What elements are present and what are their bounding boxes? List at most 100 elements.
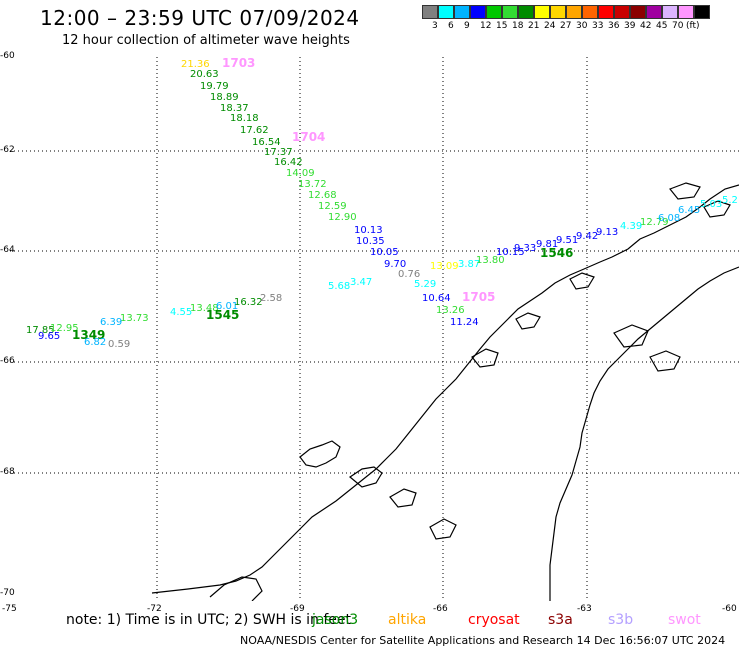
wave-height-label: 0.59 (108, 339, 130, 350)
wave-height-label: 9.42 (576, 231, 598, 242)
time-label: 1704 (292, 130, 325, 144)
wave-height-label: 3.47 (350, 277, 372, 288)
wave-height-label: 12.68 (308, 190, 337, 201)
legend-swatch (502, 5, 518, 19)
wave-height-label: 5.2 (722, 195, 738, 206)
wave-height-label: 9.33 (514, 243, 536, 254)
legend-swatch (630, 5, 646, 19)
legend-label: 36 (608, 21, 620, 31)
legend-swatch (614, 5, 630, 19)
wave-height-label: 4.55 (170, 307, 192, 318)
wave-height-label: 12.59 (318, 201, 347, 212)
mission-altika: altika (388, 612, 427, 628)
wave-height-label: 13.26 (436, 305, 465, 316)
wave-height-label: 14.09 (286, 168, 315, 179)
time-label: 1545 (206, 308, 239, 322)
lon-label: -63 (577, 604, 592, 614)
time-label: 1705 (462, 290, 495, 304)
wave-height-map: 21.36 170320.6319.7918.8918.3718.1817.621… (10, 57, 739, 601)
mission-cryosat: cryosat (468, 612, 520, 628)
observation-labels: 21.36 170320.6319.7918.8918.3718.1817.621… (26, 57, 738, 350)
wave-height-label: 20.63 (190, 69, 219, 80)
wave-height-label: 10.64 (422, 293, 451, 304)
wave-height-label: 12.79 (640, 217, 669, 228)
wave-height-label: 9.13 (596, 227, 618, 238)
wave-height-label: 16.54 (252, 137, 281, 148)
lon-label: -72 (147, 604, 162, 614)
island (429, 518, 457, 540)
lat-label: -68 (0, 467, 15, 477)
legend-label: 18 (512, 21, 524, 31)
wave-height-label: 5.03 (700, 199, 722, 210)
legend-labels: 3 6 9 12 15 18 21 24 27 30 33 36 39 42 45 70 (ft) (422, 19, 740, 31)
lat-label: -62 (0, 145, 15, 155)
wave-height-label: 12.95 (50, 323, 79, 334)
wave-height-label: 18.37 (220, 103, 249, 114)
mission-swot: swot (668, 612, 701, 628)
island (389, 488, 417, 508)
credit-line: NOAA/NESDIS Center for Satellite Applica… (240, 634, 726, 647)
wave-height-label: 11.24 (450, 317, 479, 328)
wave-height-label: 13.73 (120, 313, 149, 324)
legend-label: 3 (432, 21, 438, 31)
legend-swatch (694, 5, 710, 19)
map-title: 12:00 – 23:59 UTC 07/09/2024 (40, 6, 360, 30)
island (649, 350, 681, 372)
wave-height-label: 9.81 (536, 239, 558, 250)
legend-swatch (454, 5, 470, 19)
wave-height-label: 10.05 (370, 247, 399, 258)
wave-height-label: 17.62 (240, 125, 269, 136)
legend-swatch (598, 5, 614, 19)
wave-height-label: 3.87 (458, 259, 480, 270)
time-label: 1546 (540, 246, 573, 260)
island (669, 182, 701, 200)
wave-height-label: 6.39 (100, 317, 122, 328)
peninsula-east-coast (549, 266, 739, 601)
wave-height-label: 10.35 (356, 236, 385, 247)
plot-frame (11, 58, 739, 601)
island (471, 348, 499, 368)
wave-height-label: 9.51 (556, 235, 578, 246)
legend-label: 33 (592, 21, 604, 31)
wave-height-label: 18.89 (210, 92, 239, 103)
wave-height-label: 10.13 (354, 225, 383, 236)
legend-label: 27 (560, 21, 572, 31)
wave-height-label: 21.36 (181, 59, 210, 70)
lat-label: -66 (0, 356, 15, 366)
color-legend: 3 6 9 12 15 18 21 24 27 30 33 36 39 42 45 70 (ft) (422, 5, 740, 31)
legend-label: 6 (448, 21, 454, 31)
legend-label: (ft) (686, 21, 700, 31)
wave-height-label: 17.85 (26, 325, 55, 336)
legend-swatch (534, 5, 550, 19)
island (515, 312, 541, 330)
lat-label: -60 (0, 51, 15, 61)
ice-shelf-edge (209, 576, 263, 601)
island (703, 200, 731, 218)
legend-swatch (566, 5, 582, 19)
legend-swatches (422, 5, 740, 19)
wave-height-label: 9.70 (384, 259, 406, 270)
legend-label: 70 (672, 21, 684, 31)
peninsula-west-coast (151, 184, 739, 594)
wave-height-label: 10.15 (496, 247, 525, 258)
lon-label: -69 (290, 604, 305, 614)
legend-swatch (486, 5, 502, 19)
wave-height-label: 6.45 (678, 205, 700, 216)
coastline (151, 182, 739, 601)
wave-height-label: 4.39 (620, 221, 642, 232)
wave-height-label: 5.29 (414, 279, 436, 290)
legend-swatch (662, 5, 678, 19)
lat-label: -70 (0, 588, 15, 598)
wave-height-label: 6.01 (216, 301, 238, 312)
footer-note: note: 1) Time is in UTC; 2) SWH is in fe… (66, 612, 352, 628)
island (348, 466, 383, 488)
island (613, 324, 649, 348)
legend-label: 9 (464, 21, 470, 31)
wave-height-label: 5.68 (328, 281, 350, 292)
map-subtitle: 12 hour collection of altimeter wave hei… (62, 33, 350, 48)
mission-s3a: s3a (548, 612, 573, 628)
wave-height-label: 9.65 (38, 331, 60, 342)
time-label: 1703 (222, 57, 255, 70)
wave-height-label: 17.37 (264, 147, 293, 158)
mission-s3b: s3b (608, 612, 634, 628)
